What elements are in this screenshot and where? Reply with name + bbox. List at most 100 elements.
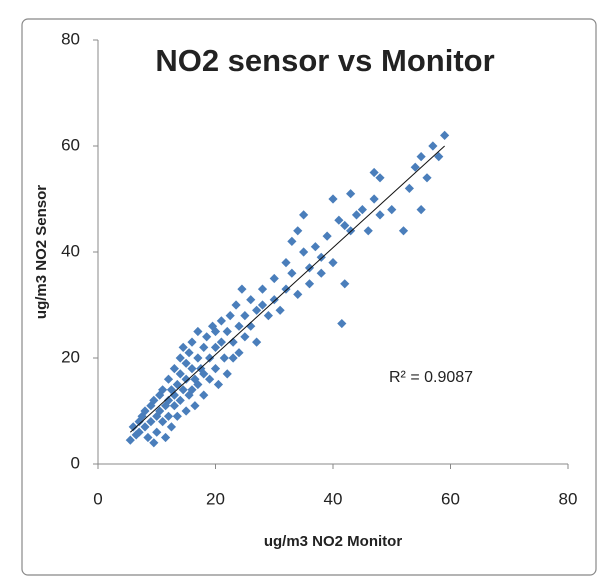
data-point <box>237 284 247 294</box>
data-point <box>246 321 256 331</box>
data-point <box>240 311 250 321</box>
data-point <box>193 379 203 390</box>
data-point <box>134 427 144 437</box>
data-point <box>128 422 138 432</box>
data-point <box>184 348 194 358</box>
data-point <box>337 318 347 329</box>
data-point <box>216 316 226 326</box>
data-point <box>146 401 156 411</box>
data-point <box>193 326 203 337</box>
data-point <box>163 374 174 384</box>
data-point <box>269 273 279 284</box>
data-point <box>163 411 174 421</box>
data-point <box>163 395 174 405</box>
data-point <box>369 167 379 178</box>
data-point <box>178 385 188 395</box>
data-point <box>190 401 200 411</box>
y-tick-label: 0 <box>71 453 80 472</box>
data-point <box>293 289 303 299</box>
data-point <box>328 258 338 268</box>
data-point <box>275 305 285 315</box>
data-point <box>140 422 150 432</box>
trendline <box>129 145 445 433</box>
data-point <box>158 417 168 427</box>
data-point <box>340 279 350 289</box>
data-point <box>205 353 215 363</box>
y-tick-label: 60 <box>61 135 80 154</box>
data-point <box>187 385 197 395</box>
data-point <box>166 385 177 395</box>
data-point <box>252 337 262 347</box>
data-point <box>134 417 144 427</box>
data-point <box>160 401 171 411</box>
data-point <box>140 406 150 416</box>
data-point <box>234 348 244 358</box>
data-point <box>166 422 177 432</box>
chart-border <box>21 18 597 576</box>
x-tick-label: 0 <box>93 489 102 508</box>
data-point <box>181 406 191 416</box>
data-point <box>169 401 179 411</box>
data-point <box>281 284 291 294</box>
data-point <box>304 279 315 289</box>
data-point <box>299 247 309 257</box>
data-point <box>143 432 153 443</box>
data-point <box>210 364 221 374</box>
data-point <box>149 438 159 448</box>
data-point <box>169 390 179 400</box>
data-point <box>199 342 209 352</box>
data-point <box>155 390 165 400</box>
data-point <box>175 395 185 405</box>
data-point <box>222 369 232 379</box>
y-tick-label: 40 <box>61 241 80 260</box>
data-point <box>416 152 426 162</box>
data-point <box>228 353 238 363</box>
data-point <box>328 194 338 204</box>
data-point <box>146 417 156 427</box>
data-point <box>169 364 179 374</box>
data-point <box>440 130 450 140</box>
y-tick-label: 20 <box>61 347 80 366</box>
data-point <box>193 353 203 363</box>
data-point <box>178 342 188 352</box>
x-tick-label: 80 <box>559 489 578 508</box>
data-point <box>334 215 344 225</box>
data-point <box>357 205 367 215</box>
data-point <box>216 337 226 347</box>
data-point <box>202 332 212 342</box>
data-point <box>225 311 235 321</box>
data-point <box>213 379 224 390</box>
data-point <box>231 300 241 310</box>
data-point <box>172 411 182 421</box>
r-squared-annotation: R² = 0.9087 <box>389 369 473 386</box>
data-point <box>219 353 229 363</box>
data-point <box>269 295 279 305</box>
x-tick-label: 40 <box>324 489 343 508</box>
data-point <box>252 305 262 315</box>
x-tick-label: 60 <box>441 489 460 508</box>
data-point <box>375 173 385 183</box>
data-point <box>299 210 309 220</box>
data-point <box>199 369 209 379</box>
data-point <box>210 342 221 352</box>
data-point <box>210 326 221 337</box>
data-point <box>160 432 171 443</box>
data-point <box>257 300 268 310</box>
data-point <box>304 263 315 273</box>
data-point <box>340 220 350 231</box>
data-point <box>158 385 168 395</box>
data-point <box>152 427 162 437</box>
data-point <box>131 430 141 440</box>
data-point <box>240 332 250 342</box>
data-point <box>181 358 191 368</box>
data-point <box>387 205 397 215</box>
data-point <box>205 374 215 384</box>
data-point <box>228 337 238 347</box>
data-point <box>434 152 444 162</box>
data-point <box>416 205 426 215</box>
y-axis-label: ug/m3 NO2 Sensor <box>33 185 50 319</box>
data-point <box>257 284 268 294</box>
x-axis-label: ug/m3 NO2 Monitor <box>264 533 402 550</box>
data-point <box>428 141 438 151</box>
